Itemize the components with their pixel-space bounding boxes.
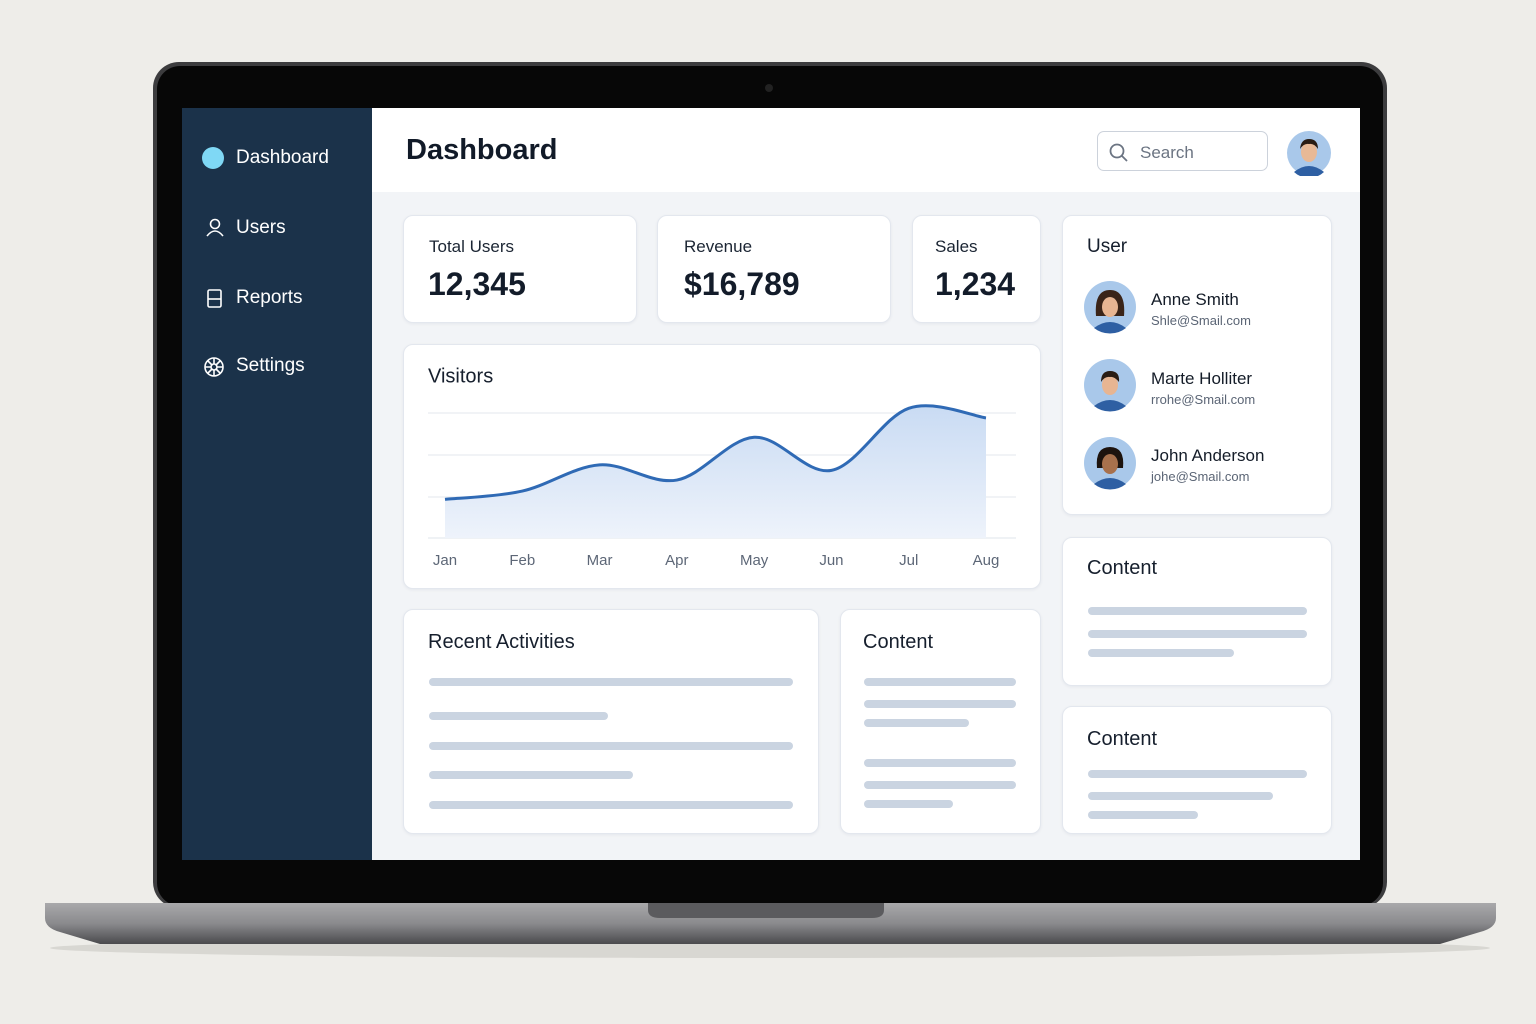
stat-label: Sales xyxy=(935,237,978,256)
area xyxy=(445,405,986,538)
placeholder-line xyxy=(1088,770,1307,778)
placeholder-line xyxy=(429,712,608,720)
placeholder-line xyxy=(1088,630,1307,638)
recent-activities-card xyxy=(403,609,819,834)
stat-label: Total Users xyxy=(429,237,515,256)
placeholder-line xyxy=(429,742,793,750)
stat-card xyxy=(403,215,637,323)
placeholder-line xyxy=(864,800,953,808)
placeholder-line xyxy=(429,801,793,809)
chart-title: Visitors xyxy=(428,365,493,387)
user-name: Marte Holliter xyxy=(1151,369,1253,388)
placeholder-line xyxy=(864,678,1016,686)
placeholder-line xyxy=(864,781,1016,789)
x-tick-label: Jul xyxy=(899,552,918,569)
x-tick-label: Jan xyxy=(433,552,457,569)
line xyxy=(444,404,987,501)
placeholder-line xyxy=(864,719,969,727)
placeholder-line xyxy=(864,700,1016,708)
content-title: Content xyxy=(863,631,934,653)
placeholder-line xyxy=(1088,607,1307,615)
placeholder-line xyxy=(1088,792,1273,800)
nav-item[interactable]: Dashboard xyxy=(236,147,329,168)
placeholder-line xyxy=(429,771,633,779)
content-title: Content xyxy=(1087,557,1158,579)
x-tick-label: Jun xyxy=(819,552,843,569)
profile-avatar[interactable] xyxy=(1286,130,1332,176)
user-avatars xyxy=(1084,281,1136,490)
sidebar-icons xyxy=(202,147,224,377)
user-name: John Anderson xyxy=(1151,446,1265,465)
x-tick-label: Aug xyxy=(973,552,1000,569)
x-tick-label: Feb xyxy=(509,552,535,569)
placeholder-line xyxy=(864,759,1016,767)
stat-card xyxy=(657,215,891,323)
x-tick-label: Mar xyxy=(587,552,613,569)
x-tick-label: Apr xyxy=(665,552,688,569)
placeholder-line xyxy=(429,678,793,686)
recent-activities-title: Recent Activities xyxy=(428,631,575,653)
stat-label: Revenue xyxy=(684,237,753,256)
page-title: Dashboard xyxy=(406,134,558,166)
nav-item[interactable]: Reports xyxy=(236,287,303,308)
stat-value: 12,345 xyxy=(428,266,526,302)
x-tick-label: May xyxy=(740,552,769,569)
stat-value: $16,789 xyxy=(684,266,800,302)
user-card-title: User xyxy=(1087,236,1128,257)
stat-value: 1,234 xyxy=(935,266,1016,302)
nav-item[interactable]: Settings xyxy=(236,355,305,376)
user-name: Anne Smith xyxy=(1151,290,1239,309)
user-email: rrohe@Smail.com xyxy=(1151,392,1256,407)
search-box[interactable] xyxy=(1097,131,1268,171)
placeholder-line xyxy=(1088,811,1198,819)
search-placeholder: Search xyxy=(1140,143,1194,162)
visitors-chart: Visitors Jan Feb Mar Apr May Jun Jul Aug xyxy=(428,365,1016,569)
user-email: johe@Smail.com xyxy=(1151,469,1250,484)
placeholder-line xyxy=(1088,649,1234,657)
search-icon xyxy=(1109,143,1128,162)
stat-card xyxy=(912,215,1041,323)
sidebar xyxy=(182,108,372,860)
user-email: Shle@Smail.com xyxy=(1151,313,1251,328)
nav-item[interactable]: Users xyxy=(236,217,286,238)
content-title: Content xyxy=(1087,728,1158,750)
